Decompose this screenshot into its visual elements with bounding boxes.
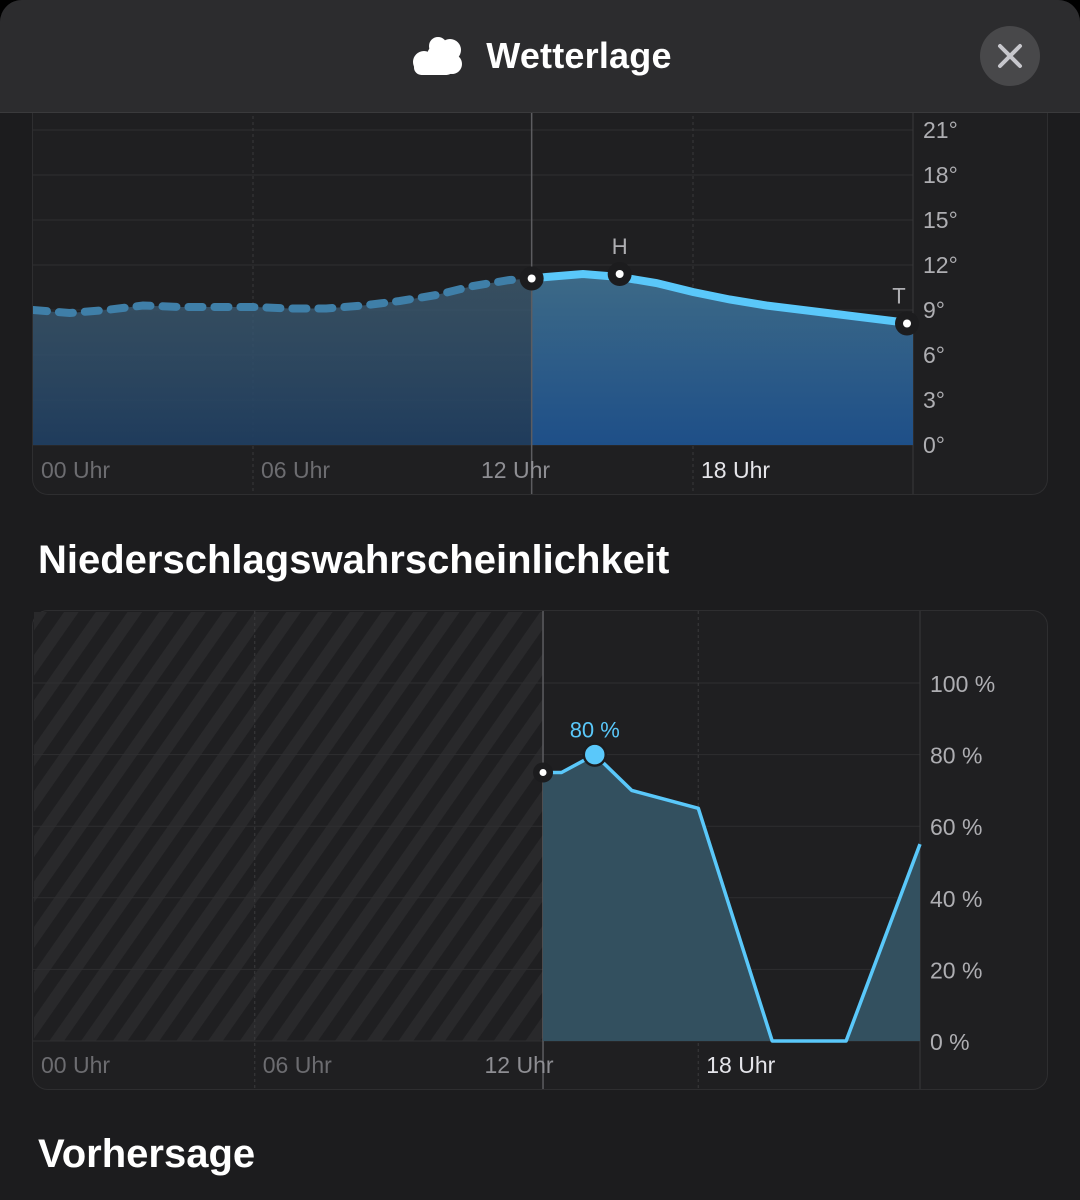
cloud-icon (408, 36, 466, 76)
precipitation-chart-panel: 80 % 100 % 80 % 60 % 40 % 20 % 0 % 00 Uhr 06 U… (32, 610, 1048, 1090)
y-tick-label: 40 % (930, 886, 982, 912)
low-label: T (892, 284, 905, 309)
x-tick-label: 00 Uhr (41, 1052, 110, 1078)
low-marker-center (903, 319, 911, 328)
y-tick-label: 21° (923, 117, 958, 143)
temperature-line-past (33, 274, 536, 318)
y-tick-label: 9° (923, 297, 945, 323)
y-tick-label: 100 % (930, 671, 995, 697)
temperature-chart[interactable]: H T 21° 18° 15° 12° 9° 6° 3° 0° 00 Uhr 06 Uhr 12 U… (33, 80, 1047, 494)
high-marker-center (615, 270, 624, 278)
y-tick-label: 15° (923, 207, 958, 233)
precipitation-line (543, 752, 922, 1043)
precipitation-title: Niederschlagswahrscheinlichkeit (38, 538, 670, 582)
temperature-line-future (527, 269, 917, 328)
now-marker-center (539, 769, 547, 776)
high-label: H (612, 234, 628, 259)
peak-label: 80 % (570, 718, 620, 743)
y-tick-label: 80 % (930, 743, 982, 769)
y-tick-label: 18° (923, 162, 958, 188)
y-tick-label: 20 % (930, 957, 982, 983)
x-tick-label: 06 Uhr (263, 1052, 332, 1078)
y-tick-label: 12° (923, 252, 958, 278)
precipitation-area (543, 754, 920, 1041)
x-tick-label: 12 Uhr (485, 1052, 554, 1078)
temperature-area-future (531, 274, 913, 445)
close-icon (998, 44, 1022, 68)
x-tick-label: 06 Uhr (261, 457, 330, 483)
x-tick-label: 12 Uhr (481, 457, 550, 483)
x-tick-label: 18 Uhr (706, 1052, 775, 1078)
peak-marker (582, 742, 608, 767)
sheet-header: Wetterlage (0, 0, 1080, 113)
forecast-title: Vorhersage (38, 1132, 256, 1176)
y-tick-label: 0 % (930, 1029, 970, 1055)
temperature-area-past (33, 278, 532, 445)
x-tick-label: 18 Uhr (701, 457, 770, 483)
y-tick-label: 0° (923, 432, 945, 458)
now-marker-center (527, 274, 536, 283)
precipitation-chart[interactable]: 80 % 100 % 80 % 60 % 40 % 20 % 0 % 00 Uhr 06 U… (33, 611, 1047, 1089)
header-title: Wetterlage (486, 35, 672, 76)
y-tick-label: 3° (923, 387, 945, 413)
close-button[interactable] (980, 26, 1040, 86)
y-tick-label: 6° (923, 342, 945, 368)
y-tick-label: 60 % (930, 814, 982, 840)
temperature-chart-panel: H T 21° 18° 15° 12° 9° 6° 3° 0° 00 Uhr 06 Uhr 12 U… (32, 80, 1048, 495)
x-tick-label: 00 Uhr (41, 457, 110, 483)
